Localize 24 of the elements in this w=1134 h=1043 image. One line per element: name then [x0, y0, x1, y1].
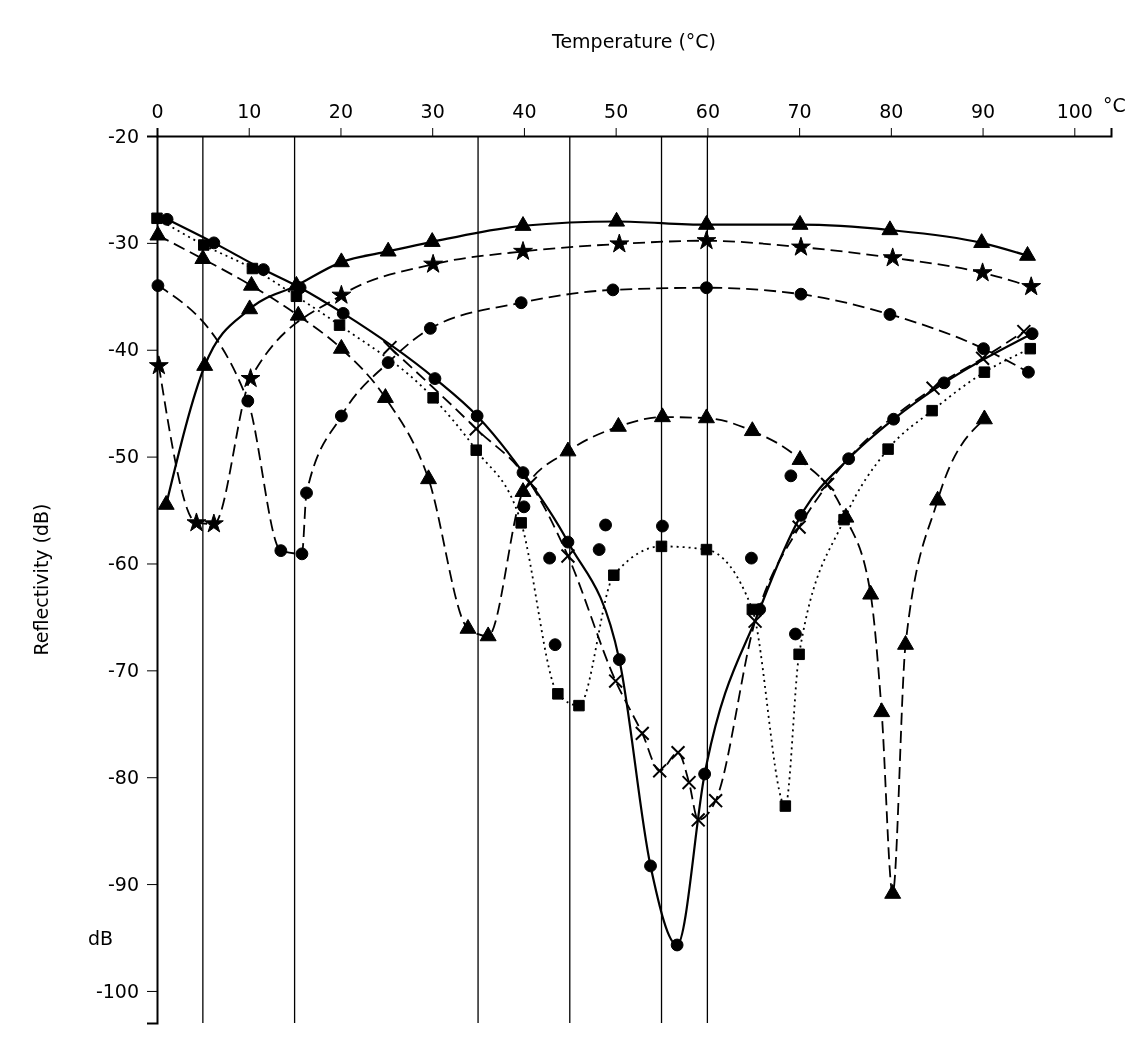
x-tick-label: 20 — [328, 100, 354, 122]
y-tick-label: -20 — [107, 124, 139, 147]
text: dB — [87, 926, 113, 949]
y-tick-label: -60 — [107, 552, 139, 575]
x-tick-label: 50 — [604, 100, 629, 122]
y-tick-label: -50 — [107, 445, 139, 468]
y-axis-title: Reflectivity (dB) — [30, 503, 52, 656]
x-tick-label: 60 — [695, 100, 720, 122]
y-tick-label: -90 — [107, 872, 139, 895]
y-tick-label: -80 — [107, 765, 139, 788]
x-tick-label: 70 — [787, 100, 812, 122]
x-tick-label: 30 — [420, 100, 445, 122]
x-tick-label: 80 — [879, 100, 904, 122]
x-tick-label: 90 — [970, 100, 996, 122]
y-tick-label: -40 — [107, 338, 139, 361]
x-tick-label: 0 — [151, 100, 164, 122]
y-tick-label: -30 — [107, 231, 139, 254]
x-tick-label: 10 — [237, 100, 262, 122]
y-tick-label: -70 — [107, 658, 139, 681]
x-tick-label: 100 — [1056, 100, 1093, 122]
x-axis-title: Temperature (°C) — [551, 30, 716, 52]
y-tick-label: -100 — [95, 979, 139, 1002]
x-tick-label: 40 — [512, 100, 537, 122]
text: °C — [1103, 94, 1126, 116]
